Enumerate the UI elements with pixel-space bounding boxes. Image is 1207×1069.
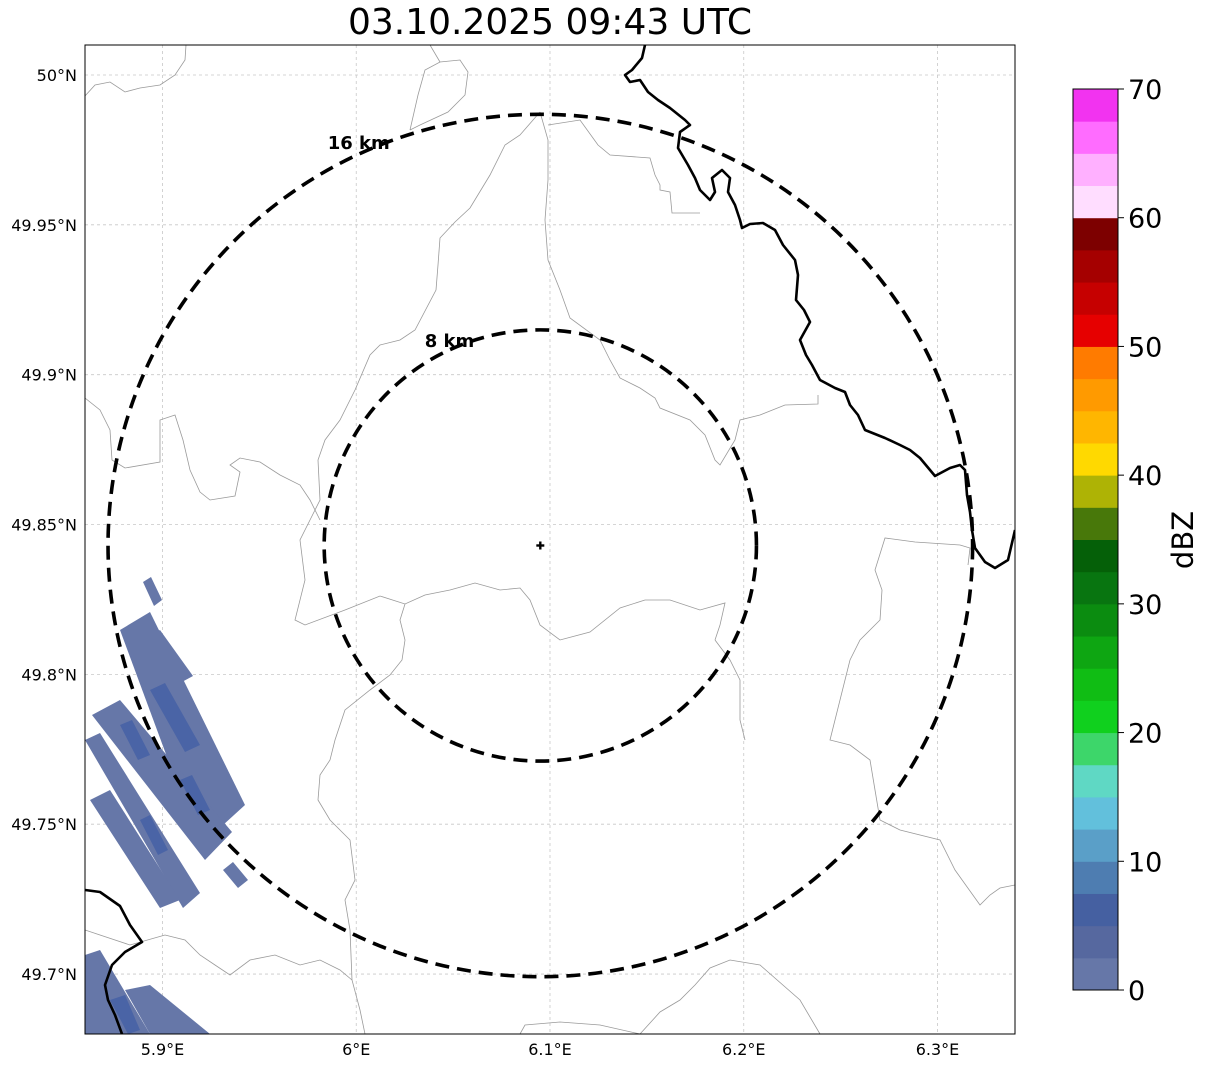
range-ring bbox=[106, 112, 975, 979]
lat-tick-label: 50°N bbox=[37, 66, 77, 85]
colorbar-frame bbox=[1072, 88, 1119, 991]
colorbar-swatch bbox=[1073, 442, 1118, 476]
graticule bbox=[85, 45, 1015, 1034]
colorbar-tick-label: 70 bbox=[1128, 75, 1162, 106]
national-borders bbox=[85, 45, 1015, 1034]
colorbar-swatch bbox=[1073, 925, 1118, 959]
colorbar-tick-label: 30 bbox=[1128, 590, 1162, 621]
colorbar-swatch bbox=[1073, 668, 1118, 701]
colorbar-swatch bbox=[1073, 217, 1118, 251]
colorbar-swatch bbox=[1073, 829, 1118, 862]
colorbar-swatch bbox=[1073, 410, 1118, 444]
colorbar-swatch bbox=[1073, 732, 1118, 766]
lat-tick-label: 49.9°N bbox=[21, 366, 77, 385]
colorbar-tick-label: 0 bbox=[1128, 976, 1145, 1007]
colorbar-swatch bbox=[1073, 571, 1118, 605]
colorbar-swatch bbox=[1073, 378, 1118, 412]
colorbar-tick-label: 50 bbox=[1128, 332, 1162, 363]
lon-tick-label: 6.1°E bbox=[528, 1040, 572, 1059]
colorbar-swatch bbox=[1073, 636, 1118, 669]
colorbar-swatch bbox=[1073, 796, 1118, 830]
longitude-labels: 5.9°E 6°E 6.1°E 6.2°E 6.3°E bbox=[141, 1040, 960, 1059]
lat-tick-label: 49.8°N bbox=[21, 665, 77, 684]
lat-tick-label: 49.75°N bbox=[11, 815, 77, 834]
colorbar-swatch bbox=[1073, 153, 1118, 187]
range-ring bbox=[322, 328, 759, 763]
colorbar-swatch bbox=[1073, 507, 1118, 540]
colorbar-tick-label: 40 bbox=[1128, 461, 1162, 492]
radar-site-marker bbox=[536, 541, 545, 550]
colorbar-swatch bbox=[1073, 893, 1118, 927]
colorbar-swatch bbox=[1073, 957, 1118, 991]
latitude-labels: 50°N 49.95°N 49.9°N 49.85°N 49.8°N 49.75°N 49.… bbox=[11, 66, 77, 984]
colorbar-tick-label: 10 bbox=[1128, 847, 1162, 878]
radar-echo-cluster bbox=[85, 577, 248, 1034]
colorbar-swatch bbox=[1073, 700, 1118, 734]
colorbar-swatch bbox=[1073, 249, 1118, 283]
dbz-colorbar: 0 10 20 30 40 50 60 70 dBZ bbox=[1072, 75, 1200, 1007]
colorbar-tick-label: 20 bbox=[1128, 719, 1162, 750]
range-rings: 8 km 16 km bbox=[106, 112, 975, 979]
colorbar-tick-label: 60 bbox=[1128, 204, 1162, 235]
lon-tick-label: 6.2°E bbox=[722, 1040, 766, 1059]
map-frame bbox=[84, 44, 1016, 1035]
map-title: 03.10.2025 09:43 UTC bbox=[347, 2, 753, 43]
range-ring-label: 8 km bbox=[425, 331, 475, 352]
lat-tick-label: 49.95°N bbox=[11, 216, 77, 235]
colorbar-swatch bbox=[1073, 539, 1118, 573]
colorbar-swatch bbox=[1073, 89, 1118, 122]
lon-tick-label: 6°E bbox=[342, 1040, 370, 1059]
lat-tick-label: 49.7°N bbox=[21, 965, 77, 984]
colorbar-swatch bbox=[1073, 282, 1118, 315]
colorbar-swatch bbox=[1073, 764, 1118, 798]
lon-tick-label: 5.9°E bbox=[141, 1040, 185, 1059]
colorbar-swatch bbox=[1073, 314, 1118, 347]
colorbar-swatch bbox=[1073, 346, 1118, 380]
colorbar-swatch bbox=[1073, 475, 1118, 508]
colorbar-label: dBZ bbox=[1166, 511, 1200, 569]
colorbar-swatch bbox=[1073, 121, 1118, 154]
lat-tick-label: 49.85°N bbox=[11, 516, 77, 535]
colorbar-swatch bbox=[1073, 861, 1118, 894]
colorbar-swatch bbox=[1073, 185, 1118, 219]
range-ring-label: 16 km bbox=[328, 133, 390, 154]
lon-tick-label: 6.3°E bbox=[916, 1040, 960, 1059]
colorbar-swatch bbox=[1073, 603, 1118, 637]
